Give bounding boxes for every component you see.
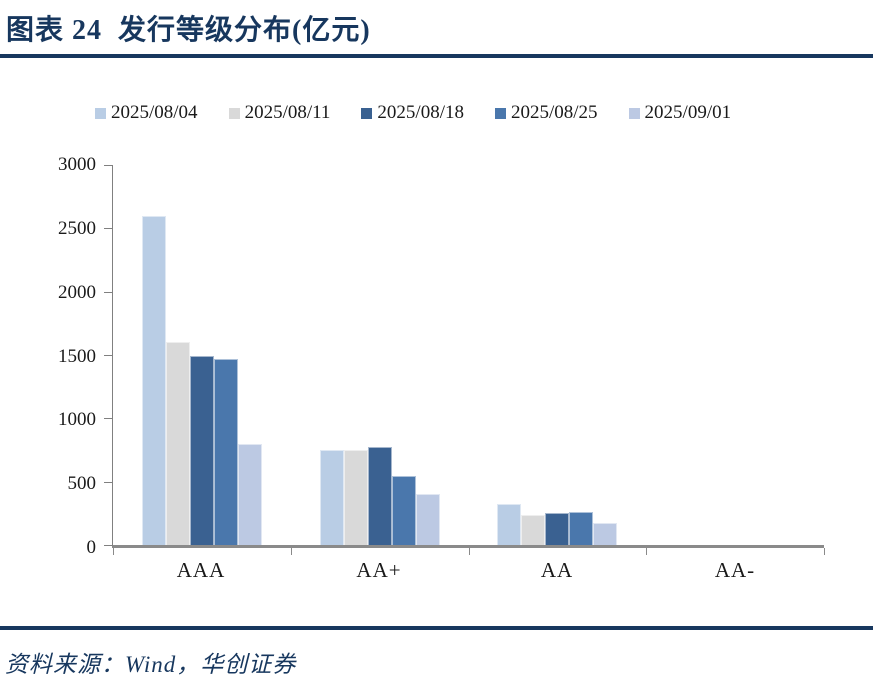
title-rule [0, 54, 873, 58]
bar [367, 447, 392, 545]
bar [497, 504, 522, 545]
y-tick-mark [104, 228, 113, 230]
y-tick-label: 2000 [58, 281, 96, 303]
y-tick-mark [104, 165, 113, 166]
legend-label: 2025/08/25 [510, 102, 598, 123]
y-tick-label: 1000 [58, 409, 96, 431]
legend-item: 2025/09/01 [628, 102, 732, 124]
bar [545, 513, 570, 545]
legend: 2025/08/04 2025/08/11 2025/08/18 2025/08/25… [95, 102, 731, 124]
legend-label: 2025/08/11 [244, 102, 331, 123]
figure-title: 图表 24 发行等级分布(亿元) [6, 15, 371, 46]
bar [319, 450, 344, 545]
y-tick-label: 1500 [58, 345, 96, 367]
legend-swatch-icon [494, 107, 506, 119]
legend-swatch-icon [361, 107, 373, 119]
legend-swatch-icon [228, 107, 240, 119]
x-tick-mark [468, 548, 470, 555]
legend-swatch-icon [95, 107, 106, 119]
x-category-label: AAA [176, 558, 226, 582]
plot-area [104, 165, 825, 555]
x-tick-mark [290, 548, 292, 555]
bar [521, 514, 546, 545]
bar [141, 215, 166, 545]
legend-label: 2025/08/18 [377, 102, 464, 123]
legend-item: 2025/08/25 [494, 102, 598, 124]
x-category-label: AA+ [356, 558, 402, 582]
bar [415, 494, 440, 545]
y-tick-mark [104, 481, 113, 483]
y-tick-mark [104, 355, 113, 356]
bar [213, 358, 238, 545]
bar-group [291, 165, 469, 545]
x-tick-mark [646, 548, 648, 555]
bar [165, 342, 190, 545]
bar [189, 356, 214, 545]
bar-chart: 2025/08/04 2025/08/11 2025/08/18 2025/08/25… [58, 102, 825, 583]
legend-item: 2025/08/18 [361, 102, 464, 124]
x-category-label: AA [540, 558, 574, 582]
legend-label: 2025/08/04 [111, 102, 198, 123]
legend-item: 2025/08/04 [95, 102, 198, 124]
y-tick-mark [104, 291, 113, 293]
legend-label: 2025/09/01 [644, 102, 732, 123]
bar-group [646, 165, 824, 545]
x-category-label: AA- [714, 558, 756, 582]
source-note: 资料来源：Wind，华创证券 [5, 652, 297, 677]
bar-group [113, 165, 291, 545]
y-tick-label: 3000 [58, 154, 96, 175]
bar [391, 475, 416, 545]
bar [593, 523, 618, 545]
legend-swatch-icon [628, 107, 640, 119]
bar [237, 443, 262, 545]
y-tick-mark [104, 545, 113, 546]
x-tick-mark [824, 548, 825, 555]
bar [569, 512, 594, 545]
x-tick-mark [113, 548, 114, 555]
bar-group [469, 165, 647, 545]
bar [343, 450, 368, 545]
y-tick-mark [104, 418, 113, 420]
source-rule [0, 626, 873, 630]
y-tick-label: 2500 [58, 217, 96, 239]
x-axis-category-labels: AAA AA+ AA AA- [112, 558, 824, 583]
y-tick-label: 0 [86, 537, 97, 558]
y-tick-label: 500 [67, 473, 97, 495]
legend-item: 2025/08/11 [228, 102, 331, 124]
